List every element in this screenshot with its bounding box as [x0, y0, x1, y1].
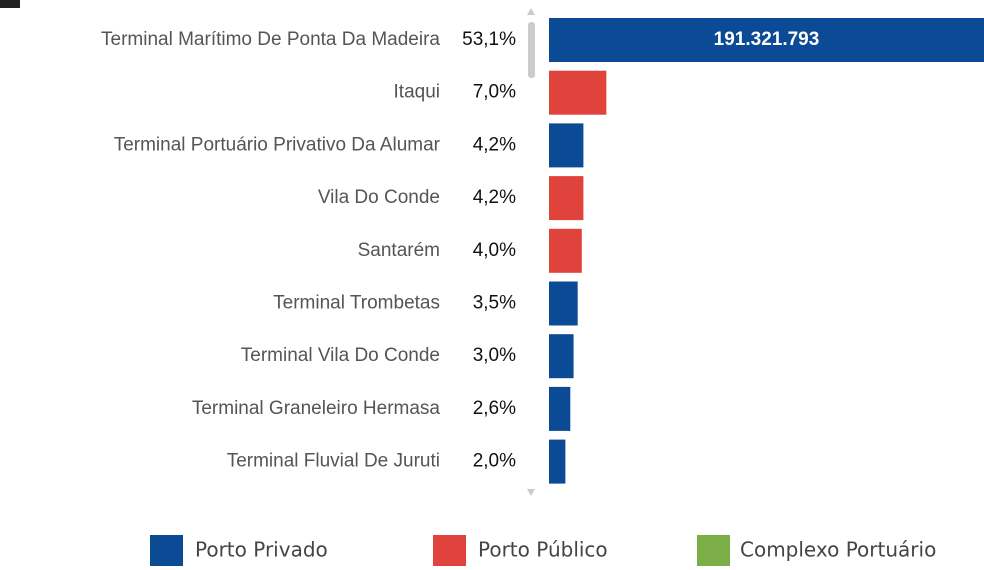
value-label: 53,1%	[462, 29, 516, 50]
bar	[549, 334, 574, 379]
scrollbar-thumb[interactable]	[528, 22, 535, 78]
legend-swatch	[697, 535, 730, 566]
value-label: 2,6%	[473, 398, 516, 419]
bar	[549, 386, 571, 431]
legend-label: Porto Privado	[195, 538, 328, 562]
value-label: 4,2%	[473, 134, 516, 155]
bar	[549, 281, 578, 326]
value-label: 3,0%	[473, 345, 516, 366]
bar	[549, 439, 566, 484]
bar	[549, 70, 607, 115]
scroll-down[interactable]	[527, 489, 535, 496]
bar	[549, 176, 584, 221]
category-label: Santarém	[358, 240, 440, 261]
legend-swatch	[150, 535, 183, 566]
value-label: 7,0%	[473, 82, 516, 103]
category-label: Terminal Graneleiro Hermasa	[192, 398, 441, 419]
category-label: Terminal Fluvial De Juruti	[227, 451, 440, 472]
scroll-up[interactable]	[527, 8, 535, 15]
value-label: 2,0%	[473, 451, 516, 472]
category-label: Terminal Marítimo De Ponta Da Madeira	[101, 29, 440, 50]
corner-icon	[0, 0, 20, 8]
bar	[549, 18, 984, 62]
legend-label: Complexo Portuário	[740, 538, 936, 562]
category-label: Vila Do Conde	[318, 187, 440, 208]
bar	[549, 123, 584, 168]
bar-annotation: 191.321.793	[714, 29, 820, 50]
legend-swatch	[433, 535, 466, 566]
value-label: 4,0%	[473, 240, 516, 261]
category-label: Itaqui	[394, 82, 440, 103]
category-label: Terminal Portuário Privativo Da Alumar	[114, 134, 441, 155]
bar	[549, 228, 582, 273]
legend-label: Porto Público	[478, 538, 608, 562]
category-label: Terminal Trombetas	[273, 293, 440, 314]
value-label: 4,2%	[473, 187, 516, 208]
category-label: Terminal Vila Do Conde	[241, 345, 440, 366]
value-label: 3,5%	[473, 293, 516, 314]
